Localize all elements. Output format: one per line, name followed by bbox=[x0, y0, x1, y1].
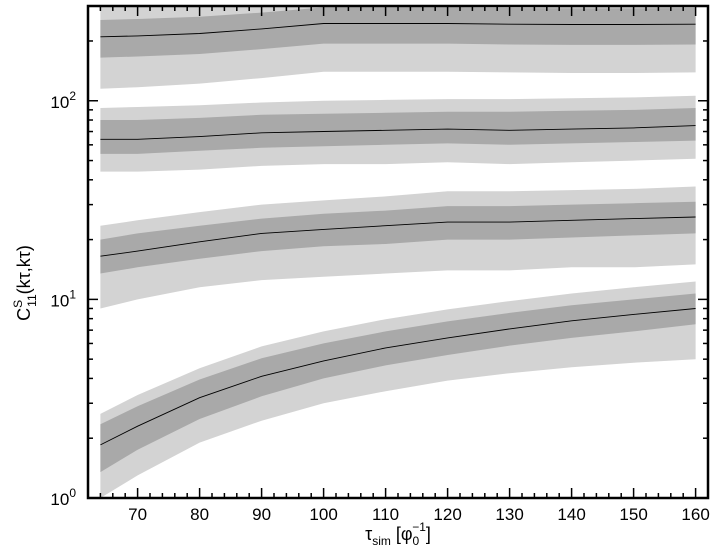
inner-band-2 bbox=[100, 108, 696, 154]
axis-ticks bbox=[88, 5, 708, 499]
x-tick-labels: 70 80 90 100 110 120 130 140 150 160 bbox=[128, 505, 710, 524]
y-axis-label: CS11(kτ,kτ) bbox=[11, 245, 39, 321]
inner-band-4 bbox=[100, 293, 696, 473]
x-tick-label: 70 bbox=[128, 505, 147, 524]
mean-line-4 bbox=[100, 308, 696, 446]
x-tick-label: 140 bbox=[557, 505, 585, 524]
inner-band-3 bbox=[100, 201, 696, 274]
x-tick-label: 150 bbox=[619, 505, 647, 524]
y-tick-label: 102 bbox=[50, 89, 76, 112]
mean-line-2 bbox=[100, 125, 696, 140]
x-axis-label: τsim [φ0−1] bbox=[365, 520, 431, 548]
uncertainty-bands bbox=[100, 6, 696, 498]
x-tick-label: 80 bbox=[190, 505, 209, 524]
x-tick-label: 160 bbox=[681, 505, 709, 524]
x-tick-label: 90 bbox=[252, 505, 271, 524]
series-lines bbox=[100, 23, 696, 446]
mean-line-3 bbox=[100, 216, 696, 257]
x-tick-label: 120 bbox=[433, 505, 461, 524]
x-tick-label: 110 bbox=[372, 505, 399, 524]
y-tick-labels: 100 101 102 bbox=[50, 89, 76, 509]
y-tick-label: 101 bbox=[50, 287, 76, 310]
inner-band-1 bbox=[100, 7, 696, 58]
mean-line-1 bbox=[100, 23, 696, 38]
x-tick-label: 100 bbox=[309, 505, 337, 524]
x-tick-label: 130 bbox=[495, 505, 523, 524]
y-tick-label: 100 bbox=[50, 486, 76, 509]
